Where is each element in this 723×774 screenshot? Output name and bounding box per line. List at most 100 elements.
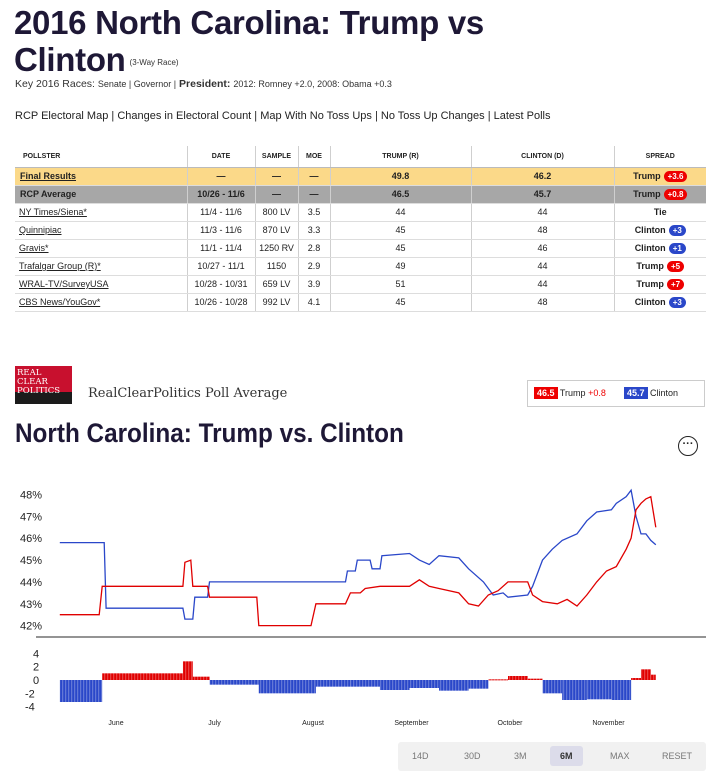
date-cell: 10/28 - 10/31 (187, 275, 256, 294)
clinton-cell: 48 (471, 293, 615, 312)
link-latest-polls[interactable]: Latest Polls (493, 110, 551, 122)
table-row: Final Results — — —49.8 46.2 Trump +3.6 (15, 167, 706, 186)
spread-tick-label: 2 (33, 662, 39, 674)
y-tick-label: 47% (20, 511, 42, 523)
month-label: November (592, 720, 625, 727)
spread-badge: +7 (666, 278, 685, 290)
spread-bar (209, 680, 259, 685)
range-3m-button[interactable]: 3M (514, 751, 527, 761)
trump-cell: 45 (330, 221, 472, 240)
header-date: DATE (187, 146, 256, 168)
spread-cell: Clinton +1 (614, 239, 706, 258)
pollster-cell[interactable]: WRAL-TV/SurveyUSA (15, 275, 188, 294)
spread-tick-label: 0 (33, 675, 39, 687)
spread-bar (611, 680, 632, 700)
y-tick-label: 45% (20, 555, 42, 567)
chart-legend: 46.5 Trump +0.8 45.7 Clinton (527, 380, 705, 407)
table-row: CBS News/YouGov* 10/26 - 10/28 992 LV 4.1 45… (15, 293, 706, 312)
spread-badge: +3.6 (663, 170, 688, 182)
y-tick-label: 48% (20, 490, 42, 502)
polls-table: POLLSTER DATE SAMPLE MOE TRUMP (R) CLINT… (15, 146, 706, 312)
spread-badge: +1 (668, 242, 686, 254)
spread-bar (439, 680, 469, 691)
spread-bar (542, 680, 563, 694)
range-selector: 14D 30D 3M 6M MAX RESET (398, 742, 706, 771)
range-reset-button[interactable]: RESET (662, 751, 693, 761)
spread-bar (586, 680, 612, 700)
pollster-cell[interactable]: CBS News/YouGov* (15, 293, 188, 312)
date-cell: — (187, 167, 256, 186)
spread-bar (650, 674, 656, 680)
range-6m-button[interactable]: 6M (550, 746, 583, 766)
trump-cell: 44 (330, 203, 472, 222)
spread-badge: +0.8 (663, 188, 688, 200)
moe-cell: 3.9 (298, 275, 331, 294)
range-14d-button[interactable]: 14D (412, 751, 429, 761)
spread-name: Trump (633, 170, 661, 181)
sample-cell: 870 LV (255, 221, 299, 240)
header-moe: MOE (298, 146, 331, 168)
clinton-cell: 46.2 (471, 167, 615, 186)
spread-name: Clinton (634, 296, 666, 307)
table-row: NY Times/Siena* 11/4 - 11/6 800 LV 3.5 44 44 T… (15, 203, 706, 222)
clinton-cell: 44 (471, 275, 615, 294)
date-cell: 10/26 - 10/28 (187, 293, 256, 312)
poll-average-chart: 48% 47% 46% 45% 44% 43% 42% 4 20-2 -4 June July Augu… (20, 488, 706, 727)
spread-bar (527, 678, 543, 680)
moe-cell: 4.1 (298, 293, 331, 312)
spread-cell: Trump +5 (614, 257, 706, 276)
link-no-toss-up-changes[interactable]: No Toss Up Changes (380, 110, 485, 122)
date-cell: 11/3 - 11/6 (187, 221, 256, 240)
moe-cell: — (298, 167, 331, 186)
spread-badge: +3 (668, 296, 686, 308)
date-cell: 11/4 - 11/6 (187, 203, 256, 222)
month-label: October (498, 720, 524, 727)
month-label: September (394, 720, 429, 727)
pollster-cell[interactable]: Quinnipiac (15, 221, 188, 240)
header-pollster: POLLSTER (15, 146, 188, 168)
spread-name: Trump (633, 188, 661, 199)
link-no-toss-ups[interactable]: Map With No Toss Ups (260, 110, 372, 122)
key-races: Key 2016 Races: Senate | Governor | Pres… (15, 78, 392, 90)
header-clinton: CLINTON (D) (471, 146, 615, 168)
spread-bar (182, 661, 193, 680)
sample-cell: 800 LV (255, 203, 299, 222)
y-tick-label: 43% (20, 599, 42, 611)
moe-cell: 3.3 (298, 221, 331, 240)
rcp-logo: REAL CLEAR POLITICS (15, 366, 72, 404)
pollster-cell[interactable]: Final Results (15, 167, 188, 186)
y-tick-label: 44% (20, 577, 42, 589)
range-max-button[interactable]: MAX (610, 751, 630, 761)
spread-cell: Clinton +3 (614, 221, 706, 240)
sample-cell: 659 LV (255, 275, 299, 294)
spread-tick-label: 4 (33, 648, 39, 660)
spread-bar (350, 680, 380, 687)
trump-cell: 49 (330, 257, 472, 276)
spread-name: Trump (636, 278, 664, 289)
pollster-cell[interactable]: NY Times/Siena* (15, 203, 188, 222)
clinton-cell: 48 (471, 221, 615, 240)
ellipsis-icon[interactable]: ··· (678, 436, 698, 456)
link-changes-electoral[interactable]: Changes in Electoral Count (117, 110, 252, 122)
clinton-cell: 45.7 (471, 185, 615, 204)
clinton-series-line (59, 488, 657, 620)
race-note: (3-Way Race) (129, 57, 179, 67)
clinton-cell: 44 (471, 257, 615, 276)
range-30d-button[interactable]: 30D (464, 751, 481, 761)
table-header-row: POLLSTER DATE SAMPLE MOE TRUMP (R) CLINT… (15, 146, 706, 168)
spread-cell: Tie (614, 203, 706, 222)
y-tick-label: 42% (20, 621, 42, 633)
sample-cell: 992 LV (255, 293, 299, 312)
pollster-cell[interactable]: Trafalgar Group (R)* (15, 257, 188, 276)
pollster-cell[interactable]: Gravis* (15, 239, 188, 258)
table-row: Gravis* 11/1 - 11/4 1250 RV 2.8 45 46 Clinton +… (15, 239, 706, 258)
link-electoral-map[interactable]: RCP Electoral Map (15, 110, 109, 122)
month-label: August (302, 720, 324, 727)
date-cell: 11/1 - 11/4 (187, 239, 256, 258)
spread-name: Clinton (634, 242, 666, 253)
pollster-cell: RCP Average (15, 185, 188, 204)
trump-cell: 45 (330, 239, 472, 258)
spread-bar (409, 680, 440, 688)
date-cell: 10/26 - 11/6 (187, 185, 256, 204)
clinton-cell: 44 (471, 203, 615, 222)
